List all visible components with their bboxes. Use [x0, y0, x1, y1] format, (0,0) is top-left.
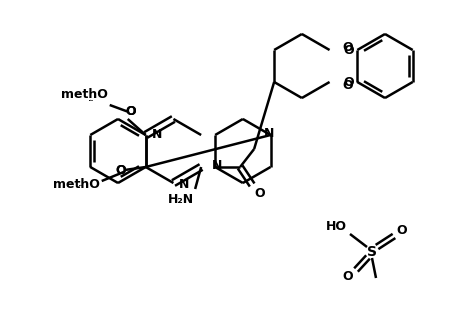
Text: methO: methO [61, 88, 108, 101]
Text: methO: methO [53, 177, 100, 190]
Text: O: O [255, 186, 265, 199]
Text: N: N [212, 159, 222, 171]
Text: methO: methO [89, 100, 94, 101]
Text: O: O [343, 75, 354, 89]
Text: methO: methO [79, 184, 84, 186]
Text: O: O [343, 43, 354, 56]
Text: N: N [179, 177, 190, 190]
Text: S: S [367, 245, 377, 259]
Text: O: O [126, 105, 136, 118]
Text: H₂N: H₂N [168, 192, 194, 205]
Text: HO: HO [326, 219, 346, 232]
Text: O: O [115, 164, 126, 176]
Text: N: N [152, 128, 162, 141]
Text: O: O [342, 78, 353, 92]
Text: O: O [343, 270, 353, 283]
Text: O: O [397, 223, 407, 236]
Text: methO: methO [89, 100, 94, 101]
Text: O: O [115, 164, 126, 176]
Text: O: O [126, 105, 136, 118]
Text: O: O [342, 40, 353, 53]
Text: N: N [264, 127, 274, 140]
